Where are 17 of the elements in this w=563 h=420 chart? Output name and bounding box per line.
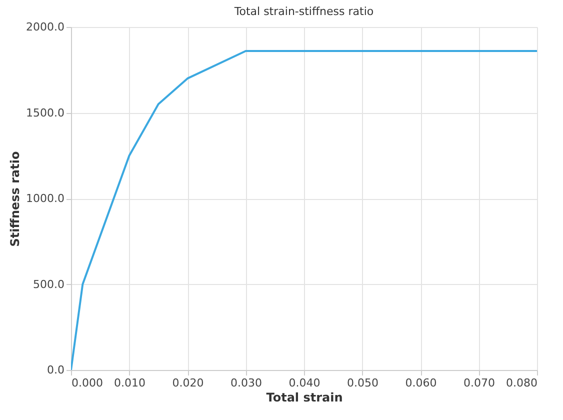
chart-title: Total strain-stiffness ratio xyxy=(233,5,374,18)
x-tick-label: 0.040 xyxy=(288,376,320,390)
y-tick-label: 0.0 xyxy=(47,364,64,376)
y-tick-label: 1500.0 xyxy=(26,106,64,120)
x-tick-label: 0.080 xyxy=(506,376,538,390)
y-tick-label: 500.0 xyxy=(33,278,64,291)
x-tick-label: 0.020 xyxy=(172,376,204,390)
x-tick-label: 0.010 xyxy=(114,376,146,390)
x-tick-label: 0.030 xyxy=(230,376,262,390)
x-tick-label: 0.070 xyxy=(464,376,495,390)
x-tick-label: 0.000 xyxy=(72,376,103,390)
x-tick-label: 0.050 xyxy=(347,376,378,390)
x-tick-label: 0.060 xyxy=(405,376,437,390)
y-tick-label: 1000.0 xyxy=(26,192,64,205)
y-axis-title: Stiffness ratio xyxy=(8,151,22,247)
y-tick-label: 2000.0 xyxy=(26,20,64,34)
x-axis-title: Total strain xyxy=(266,390,343,404)
